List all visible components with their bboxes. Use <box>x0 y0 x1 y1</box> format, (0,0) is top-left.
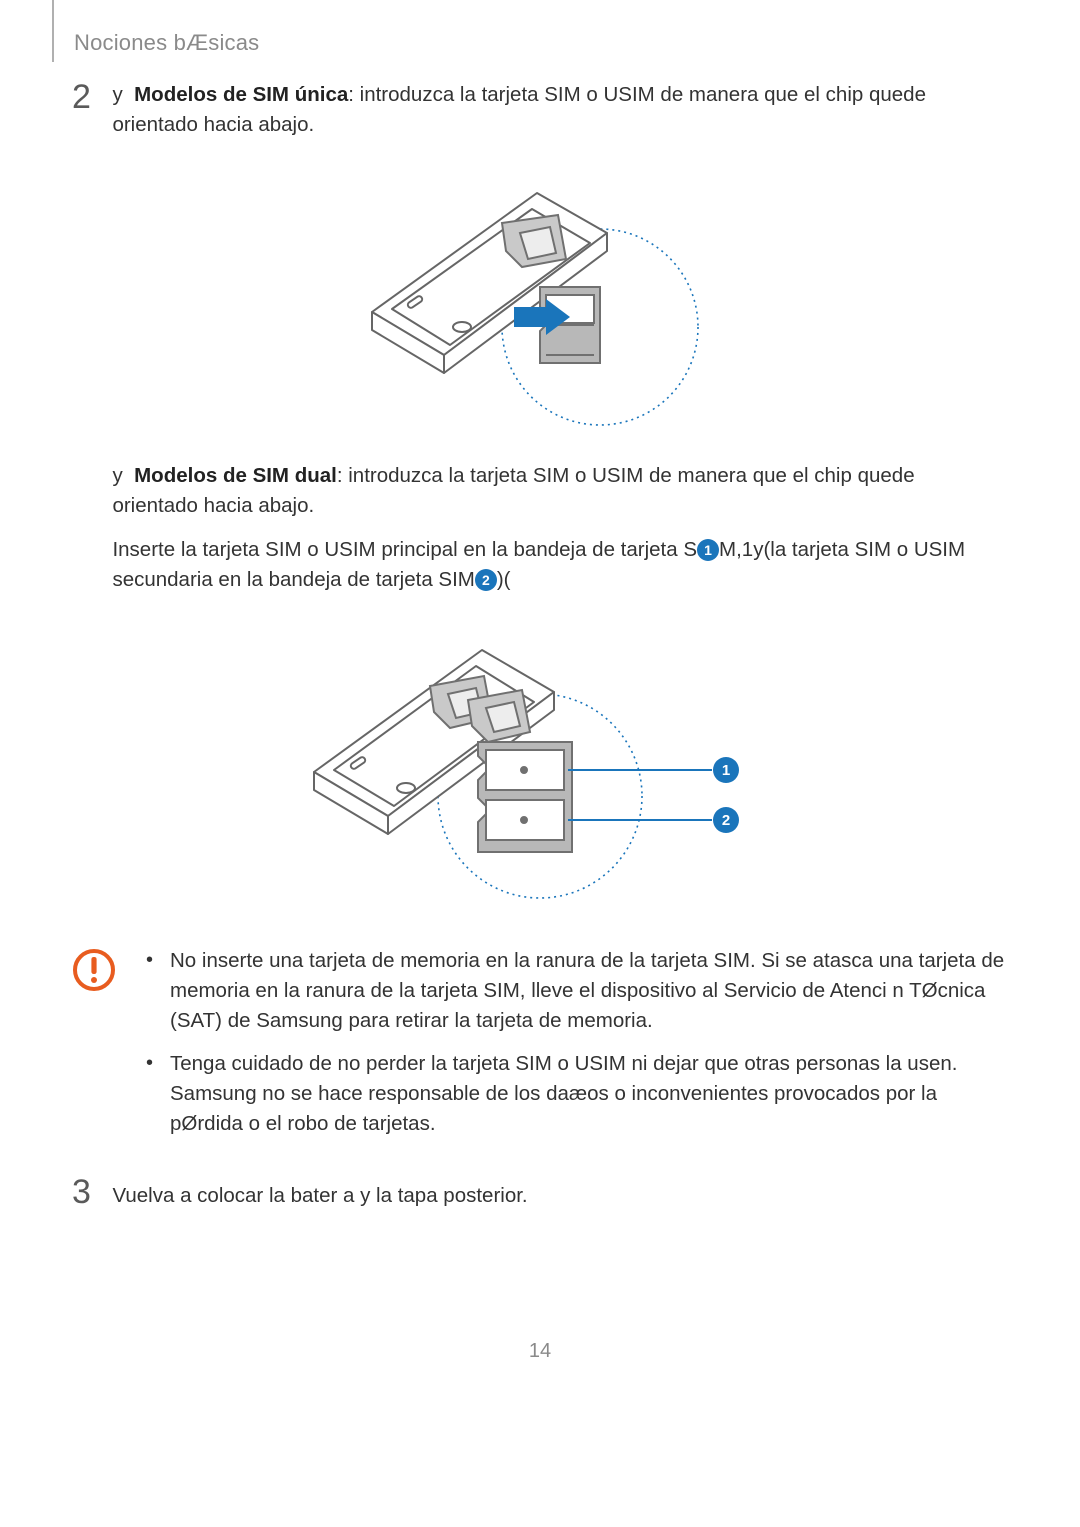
bullet-marker: y <box>112 461 122 491</box>
callout-1-label: 1 <box>722 762 730 779</box>
bullet-marker: y <box>112 80 122 110</box>
page-number: 14 <box>72 1340 1008 1363</box>
insert-sim-text: Inserte la tarjeta SIM o USIM principal … <box>112 535 972 594</box>
step-3: 3 Vuelva a colocar la bater a y la tapa … <box>72 1175 1008 1211</box>
step-2: 2 y Modelos de SIM única: introduzca la … <box>72 80 1008 936</box>
figure-dual-sim: 1 2 <box>112 622 972 902</box>
page-header: Nociones bÆsicas <box>74 30 1080 56</box>
step-3-text: Vuelva a colocar la bater a y la tapa po… <box>112 1184 527 1207</box>
dual-sim-bold: Modelos de SIM dual <box>134 464 337 487</box>
bullet-dot: • <box>146 946 170 1035</box>
step-number-3: 3 <box>72 1175 108 1209</box>
single-sim-note: y Modelos de SIM única: introduzca la ta… <box>112 80 972 139</box>
insert-pre: Inserte la tarjeta SIM o USIM principal … <box>112 538 697 561</box>
warning-item: • Tenga cuidado de no perder la tarjeta … <box>146 1049 1008 1138</box>
dual-sim-diagram: 1 2 <box>272 622 812 902</box>
callout-2-label: 2 <box>722 812 730 829</box>
single-sim-diagram <box>332 167 752 427</box>
figure-single-sim <box>112 167 972 427</box>
warning-text-2: Tenga cuidado de no perder la tarjeta SI… <box>170 1049 1008 1138</box>
caution-icon <box>72 948 116 992</box>
step-number-2: 2 <box>72 80 108 114</box>
warning-block: • No inserte una tarjeta de memoria en l… <box>72 946 1008 1152</box>
page-content: 2 y Modelos de SIM única: introduzca la … <box>0 80 1080 1363</box>
single-sim-bold: Modelos de SIM única <box>134 83 348 106</box>
dual-sim-note: y Modelos de SIM dual: introduzca la tar… <box>112 461 972 520</box>
warning-item: • No inserte una tarjeta de memoria en l… <box>146 946 1008 1035</box>
warning-text-1: No inserte una tarjeta de memoria en la … <box>170 946 1008 1035</box>
bullet-dot: • <box>146 1049 170 1138</box>
badge-1-inline: 1 <box>697 539 719 561</box>
badge-2-inline: 2 <box>475 569 497 591</box>
insert-end: )( <box>497 568 511 591</box>
